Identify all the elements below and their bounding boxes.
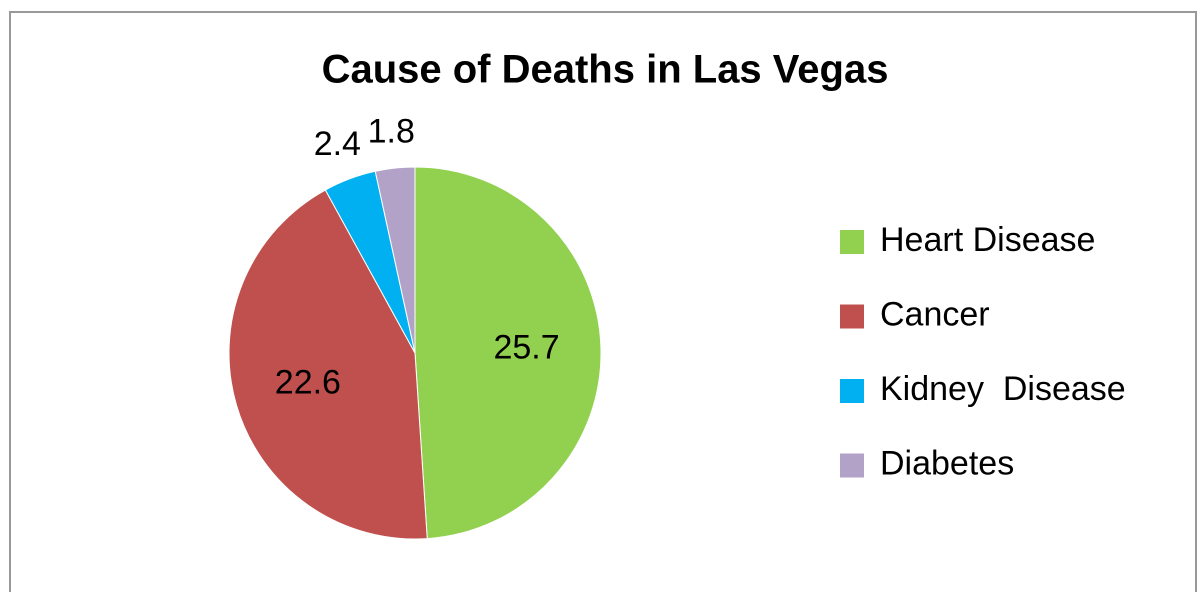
legend-swatch [840, 304, 864, 329]
legend-label: Diabetes [880, 444, 1014, 482]
pie-slice [414, 166, 602, 540]
legend-label: Heart Disease [880, 221, 1095, 259]
data-label: 22.6 [275, 363, 341, 401]
data-label: 1.8 [368, 112, 415, 150]
legend-label: Cancer [880, 295, 990, 333]
data-label: 25.7 [493, 328, 559, 366]
legend-swatch [840, 230, 864, 254]
chart-frame [9, 11, 1197, 592]
data-label: 2.4 [314, 125, 361, 163]
legend-swatch [840, 453, 864, 478]
legend-swatch [840, 379, 864, 403]
legend-label: Kidney Disease [880, 370, 1126, 408]
pie-slice [228, 189, 428, 540]
pie-slice [374, 166, 416, 354]
chart-title: Cause of Deaths in Las Vegas [322, 48, 889, 92]
